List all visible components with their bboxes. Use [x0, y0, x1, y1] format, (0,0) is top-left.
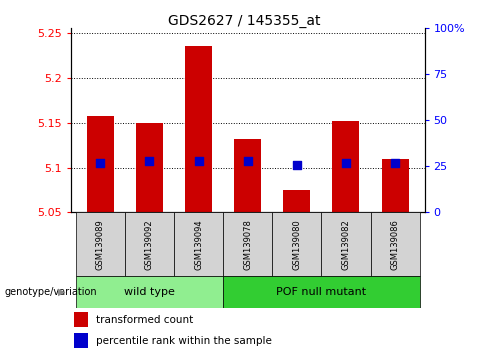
- Point: [293, 162, 301, 167]
- Point: [145, 158, 153, 164]
- Bar: [382, 159, 408, 212]
- Text: GSM139080: GSM139080: [292, 219, 301, 270]
- Bar: [332, 121, 360, 212]
- Point: [96, 160, 104, 166]
- Bar: [223, 276, 420, 308]
- Text: POF null mutant: POF null mutant: [276, 287, 366, 297]
- Bar: [76, 212, 125, 276]
- Bar: [223, 212, 272, 276]
- Text: GSM139078: GSM139078: [243, 219, 252, 270]
- Bar: [74, 333, 88, 348]
- Text: wild type: wild type: [124, 287, 175, 297]
- Text: GSM139089: GSM139089: [96, 219, 105, 270]
- Text: GSM139092: GSM139092: [145, 219, 154, 270]
- Bar: [322, 212, 370, 276]
- Point: [244, 158, 252, 164]
- Bar: [370, 212, 420, 276]
- Text: genotype/variation: genotype/variation: [5, 287, 98, 297]
- Point: [195, 158, 203, 164]
- Bar: [76, 276, 223, 308]
- Bar: [174, 212, 223, 276]
- Text: GDS2627 / 145355_at: GDS2627 / 145355_at: [168, 14, 320, 28]
- Bar: [272, 212, 322, 276]
- Text: percentile rank within the sample: percentile rank within the sample: [96, 336, 271, 346]
- Text: transformed count: transformed count: [96, 315, 193, 325]
- Bar: [234, 139, 261, 212]
- Text: GSM139086: GSM139086: [390, 219, 400, 270]
- Text: GSM139094: GSM139094: [194, 219, 203, 270]
- Bar: [185, 46, 212, 212]
- Bar: [74, 312, 88, 327]
- Point: [391, 160, 399, 166]
- Bar: [136, 122, 163, 212]
- Point: [342, 160, 350, 166]
- Text: ▶: ▶: [59, 287, 66, 297]
- Text: GSM139082: GSM139082: [342, 219, 350, 270]
- Bar: [87, 116, 114, 212]
- Bar: [284, 190, 310, 212]
- Bar: [125, 212, 174, 276]
